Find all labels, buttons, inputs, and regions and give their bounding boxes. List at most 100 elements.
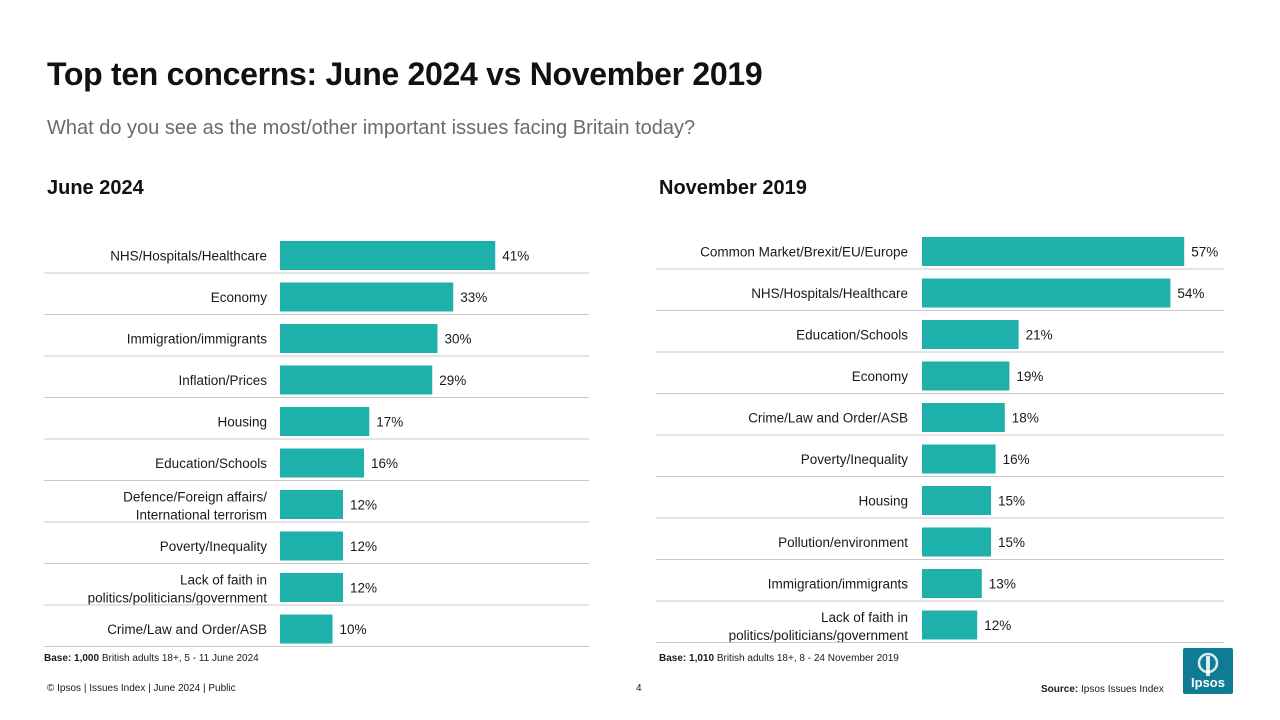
- bar-1-3: [922, 361, 1010, 391]
- category-label-line: Common Market/Brexit/EU/Europe: [700, 245, 908, 260]
- category-label-line: Education/Schools: [796, 328, 908, 343]
- category-label-0-8: Lack of faith in politics/politicians/gov…: [88, 573, 268, 606]
- chart-title-november-2019: November 2019: [659, 177, 807, 199]
- value-label-1-2: 21%: [1026, 328, 1053, 343]
- value-label-0-6: 12%: [350, 498, 377, 513]
- category-label-line: NHS/Hospitals/Healthcare: [110, 249, 267, 264]
- bar-1-4: [922, 403, 1005, 432]
- slide-subtitle: What do you see as the most/other import…: [47, 117, 696, 139]
- value-label-1-5: 16%: [1003, 452, 1030, 467]
- category-label-line: NHS/Hospitals/Healthcare: [751, 286, 908, 301]
- category-label-line: Defence/Foreign affairs/: [123, 490, 267, 505]
- category-label-1-1: NHS/Hospitals/Healthcare: [751, 286, 908, 301]
- category-label-0-0: NHS/Hospitals/Healthcare: [110, 249, 267, 264]
- category-label-line: Immigration/immigrants: [768, 577, 909, 592]
- bar-0-0: [280, 241, 496, 270]
- value-label-1-4: 18%: [1012, 411, 1039, 426]
- value-label-1-1: 54%: [1177, 286, 1204, 301]
- category-label-line: International terrorism: [136, 508, 267, 523]
- source-note: Source: Ipsos Issues Index: [1041, 684, 1164, 695]
- base-note-november-2019: Base: 1,010 British adults 18+, 8 - 24 N…: [659, 653, 899, 664]
- category-label-line: Crime/Law and Order/ASB: [107, 622, 267, 637]
- category-label-0-2: Immigration/immigrants: [127, 332, 268, 347]
- slide-title: Top ten concerns: June 2024 vs November …: [47, 56, 763, 92]
- base-note-bold: Base: 1,000: [44, 653, 100, 664]
- category-label-line: Housing: [217, 415, 267, 430]
- category-label-line: politics/politicians/government: [729, 628, 909, 643]
- category-label-0-9: Crime/Law and Order/ASB: [107, 622, 267, 637]
- category-label-line: Poverty/Inequality: [160, 539, 268, 554]
- source-text: Ipsos Issues Index: [1078, 684, 1164, 695]
- bar-1-7: [922, 527, 991, 557]
- base-note-bold: Base: 1,010: [659, 653, 715, 664]
- category-label-0-5: Education/Schools: [155, 456, 267, 471]
- bar-0-3: [280, 365, 433, 395]
- bar-0-9: [280, 614, 333, 644]
- category-label-0-3: Inflation/Prices: [178, 373, 267, 388]
- bar-chart-june-2024: 41% NHS/Hospitals/Healthcare 33% Economy 30%…: [44, 241, 589, 647]
- footer-text: © Ipsos | Issues Index | June 2024 | Pub…: [47, 683, 236, 694]
- chart-panel-june-2024: June 2024 41% NHS/Hospitals/Healthcare 33%…: [44, 175, 589, 649]
- category-label-line: politics/politicians/government: [88, 591, 268, 606]
- bar-1-0: [922, 237, 1185, 266]
- value-label-0-4: 17%: [376, 415, 403, 430]
- bar-0-8: [280, 573, 343, 602]
- bar-1-8: [922, 569, 982, 598]
- category-label-line: Inflation/Prices: [178, 373, 267, 388]
- value-label-0-7: 12%: [350, 539, 377, 554]
- value-label-1-0: 57%: [1191, 245, 1218, 260]
- category-label-line: Crime/Law and Order/ASB: [748, 411, 908, 426]
- value-label-1-3: 19%: [1016, 369, 1043, 384]
- source-bold: Source:: [1041, 684, 1079, 695]
- bar-0-4: [280, 407, 370, 436]
- value-label-1-9: 12%: [984, 618, 1011, 633]
- logo-text: Ipsos: [1191, 675, 1225, 690]
- category-label-line: Economy: [211, 290, 268, 305]
- value-label-0-1: 33%: [460, 290, 487, 305]
- category-label-line: Pollution/environment: [778, 535, 908, 550]
- bar-0-6: [280, 490, 343, 519]
- ipsos-logo: Ipsos: [1183, 648, 1233, 694]
- category-label-0-7: Poverty/Inequality: [160, 539, 268, 554]
- category-label-1-2: Education/Schools: [796, 328, 908, 343]
- category-label-line: Lack of faith in: [821, 610, 908, 625]
- category-label-1-5: Poverty/Inequality: [801, 452, 909, 467]
- bar-0-2: [280, 324, 438, 353]
- value-label-0-0: 41%: [502, 249, 529, 264]
- chart-title-june-2024: June 2024: [47, 177, 144, 199]
- page-number: 4: [636, 683, 642, 694]
- base-note-text: British adults 18+, 5 - 11 June 2024: [99, 653, 259, 664]
- category-label-1-7: Pollution/environment: [778, 535, 908, 550]
- category-label-line: Poverty/Inequality: [801, 452, 909, 467]
- category-label-line: Immigration/immigrants: [127, 332, 268, 347]
- base-note-june-2024: Base: 1,000 British adults 18+, 5 - 11 J…: [44, 653, 259, 664]
- bar-1-1: [922, 278, 1171, 308]
- category-label-1-9: Lack of faith in politics/politicians/gov…: [729, 610, 909, 643]
- value-label-0-8: 12%: [350, 581, 377, 596]
- chart-panel-november-2019: November 2019 57% Common Market/Brexit/EU…: [656, 175, 1224, 649]
- value-label-1-6: 15%: [998, 494, 1025, 509]
- bar-1-5: [922, 444, 996, 474]
- category-label-1-8: Immigration/immigrants: [768, 577, 909, 592]
- value-label-1-8: 13%: [989, 577, 1016, 592]
- value-label-0-9: 10%: [340, 622, 367, 637]
- bar-1-9: [922, 610, 978, 640]
- category-label-1-0: Common Market/Brexit/EU/Europe: [700, 245, 908, 260]
- category-label-line: Economy: [852, 369, 909, 384]
- bar-0-7: [280, 531, 343, 561]
- category-label-1-3: Economy: [852, 369, 909, 384]
- category-label-line: Housing: [858, 494, 908, 509]
- base-note-text: British adults 18+, 8 - 24 November 2019: [714, 653, 899, 664]
- logo-mark-icon: [1197, 652, 1219, 676]
- bar-0-5: [280, 448, 364, 478]
- category-label-0-1: Economy: [211, 290, 268, 305]
- category-label-1-4: Crime/Law and Order/ASB: [748, 411, 908, 426]
- category-label-0-4: Housing: [217, 415, 267, 430]
- value-label-0-3: 29%: [439, 373, 466, 388]
- value-label-1-7: 15%: [998, 535, 1025, 550]
- category-label-1-6: Housing: [858, 494, 908, 509]
- bar-0-1: [280, 282, 454, 312]
- value-label-0-5: 16%: [371, 456, 398, 471]
- category-label-0-6: Defence/Foreign affairs/International te…: [123, 490, 267, 523]
- value-label-0-2: 30%: [445, 332, 472, 347]
